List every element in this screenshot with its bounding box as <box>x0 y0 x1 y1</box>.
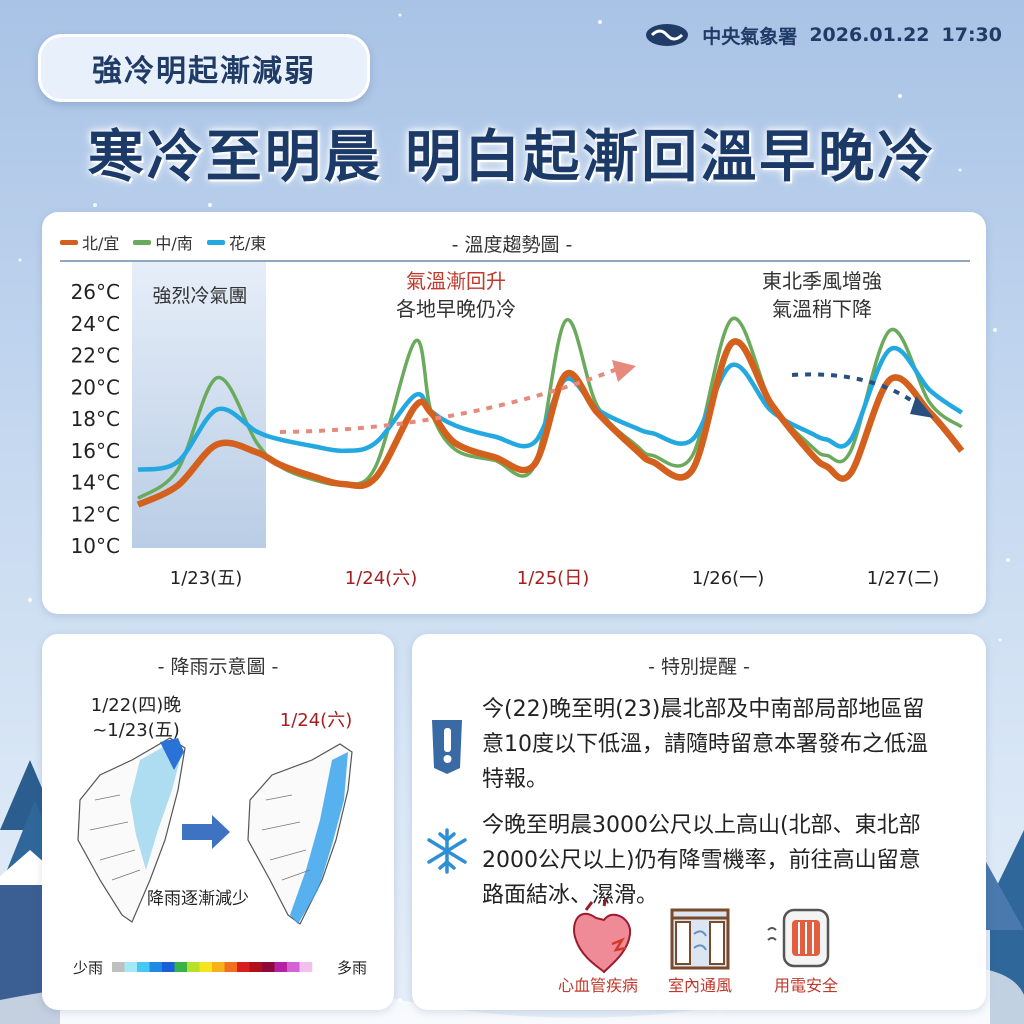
rain-scale-swatch <box>299 962 313 972</box>
annotation-monsoon-2: 氣溫稍下降 <box>772 297 872 321</box>
rain-scale-swatch <box>237 962 250 972</box>
rain-scale-swatch <box>287 962 300 972</box>
y-tick-label: 26°C <box>71 280 120 304</box>
icon-label-electric: 用電安全 <box>773 976 838 995</box>
warning-icon <box>432 720 462 774</box>
warming-trend-arrow <box>279 366 621 434</box>
issue-time: 17:30 <box>941 24 1002 46</box>
tip2-line1: 今晚至明晨3000公尺以上高山(北部、東北部 <box>482 813 921 838</box>
headline-tag: 強冷明起漸減弱 <box>38 34 370 102</box>
tip-mountain-snow: 今晚至明晨3000公尺以上高山(北部、東北部 2000公尺以上)仍有降雪機率，前… <box>482 808 921 913</box>
page-title: 寒冷至明晨 明白起漸回溫早晚冷 <box>87 125 937 190</box>
cooling-arrowhead-icon <box>910 396 934 418</box>
agency-name: 中央氣象署 <box>702 25 798 48</box>
rain-card-title: - 降雨示意圖 - <box>157 656 279 678</box>
rain-scale-swatch <box>224 962 238 972</box>
legend-item-central: 中/南 <box>133 230 193 254</box>
rain-scale-swatch <box>212 962 225 972</box>
annotation-monsoon-1: 東北季風增強 <box>762 269 882 293</box>
y-tick-label: 22°C <box>71 344 120 368</box>
y-tick-label: 20°C <box>71 375 120 399</box>
x-tick-label: 1/24(六) <box>345 568 417 589</box>
agency-header: 中央氣象署 2026.01.22 17:30 <box>644 20 1002 50</box>
tip2-line3: 路面結冰、濕滑。 <box>482 883 659 908</box>
heater-icon <box>767 908 830 968</box>
rain-scale-swatch <box>199 962 213 972</box>
scale-low-label: 少雨 <box>73 959 103 977</box>
rain-scale-swatch <box>174 962 188 972</box>
icon-label-ventilation: 室內通風 <box>667 976 732 995</box>
rain-decrease-label: 降雨逐漸減少 <box>147 889 249 909</box>
rain-scale-swatch <box>137 962 150 972</box>
rain-color-scale <box>112 962 313 972</box>
tip1-line3: 特報。 <box>482 767 549 792</box>
cwa-logo-icon <box>646 24 689 46</box>
legend-label: 北/宜 <box>82 234 120 253</box>
snowflake-icon <box>427 828 467 874</box>
legend-item-north: 北/宜 <box>60 230 119 254</box>
icon-label-cardio: 心血管疾病 <box>557 976 638 995</box>
window-ventilation-icon <box>670 908 730 970</box>
rain-scale-swatch <box>262 962 275 972</box>
heart-icon <box>573 897 632 974</box>
series-line-north <box>136 338 965 508</box>
map2-label: 1/24(六) <box>280 710 352 731</box>
map1-label-line2: ~1/23(五) <box>92 720 180 741</box>
y-tick-label: 10°C <box>71 534 120 558</box>
legend-item-east: 花/東 <box>206 230 267 254</box>
legend-label: 花/東 <box>228 234 267 253</box>
chart-legend: 北/宜 中/南 花/東 <box>60 230 266 254</box>
rain-scale-swatch <box>149 962 163 972</box>
tip-low-temperature: 今(22)晚至明(23)晨北部及中南部局部地區留 意10度以下低溫，請隨時留意本… <box>482 692 928 797</box>
annotation-cold-mass: 強烈冷氣團 <box>152 285 247 307</box>
legend-label: 中/南 <box>155 234 193 253</box>
x-tick-label: 1/26(一) <box>692 568 764 589</box>
tip2-line2: 2000公尺以上)仍有降雪機率，前往高山留意 <box>482 848 921 873</box>
rain-scale-swatch <box>249 962 263 972</box>
rain-scale-swatch <box>162 962 175 972</box>
x-tick-label: 1/23(五) <box>170 568 242 589</box>
rain-scale-swatch <box>187 962 200 972</box>
issue-date: 2026.01.22 <box>809 24 930 46</box>
x-tick-label: 1/25(日) <box>517 568 589 589</box>
y-tick-label: 24°C <box>71 312 120 336</box>
y-tick-label: 14°C <box>71 471 120 495</box>
notes-card-title: - 特別提醒 - <box>648 656 750 678</box>
arrow-right-icon <box>182 815 230 849</box>
tip1-line2: 意10度以下低溫，請隨時留意本署發布之低溫 <box>482 732 928 757</box>
warming-arrowhead-icon <box>612 360 636 382</box>
y-tick-label: 12°C <box>71 502 120 526</box>
y-tick-label: 16°C <box>71 439 120 463</box>
annotation-warming-1: 氣溫漸回升 <box>406 269 506 293</box>
cooling-trend-arrow <box>791 372 920 407</box>
rain-scale-swatch <box>274 962 288 972</box>
tip1-line1: 今(22)晚至明(23)晨北部及中南部局部地區留 <box>482 697 925 722</box>
x-tick-label: 1/27(二) <box>867 568 939 589</box>
scale-high-label: 多雨 <box>337 959 367 977</box>
y-tick-label: 18°C <box>71 407 120 431</box>
annotation-warming-2: 各地早晚仍冷 <box>396 297 516 321</box>
rain-map-2 <box>247 743 353 925</box>
rain-map-1 <box>77 737 186 923</box>
rain-scale-swatch <box>124 962 138 972</box>
rain-scale-swatch <box>112 962 125 972</box>
map1-label-line1: 1/22(四)晚 <box>91 695 181 716</box>
chart-title: - 溫度趨勢圖 - <box>451 234 573 256</box>
